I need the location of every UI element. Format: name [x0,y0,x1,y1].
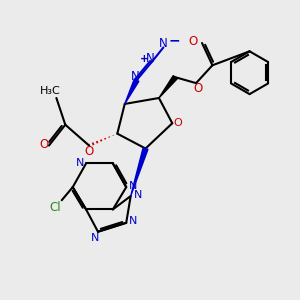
Text: O: O [193,82,202,95]
Text: −: − [169,33,181,47]
Text: +: + [140,54,148,64]
Text: N: N [131,70,140,83]
Text: Cl: Cl [49,201,61,214]
Text: H₃C: H₃C [40,86,61,96]
Polygon shape [125,79,139,104]
Text: O: O [84,145,94,158]
Text: O: O [39,138,48,151]
Text: N: N [159,38,168,50]
Polygon shape [131,148,148,196]
Text: N: N [91,233,99,243]
Text: N: N [134,190,142,200]
Text: N: N [129,181,137,191]
Text: N: N [76,158,84,168]
Text: O: O [188,35,197,48]
Text: N: N [146,52,154,65]
Text: O: O [173,118,182,128]
Text: N: N [129,216,137,226]
Polygon shape [159,76,177,98]
